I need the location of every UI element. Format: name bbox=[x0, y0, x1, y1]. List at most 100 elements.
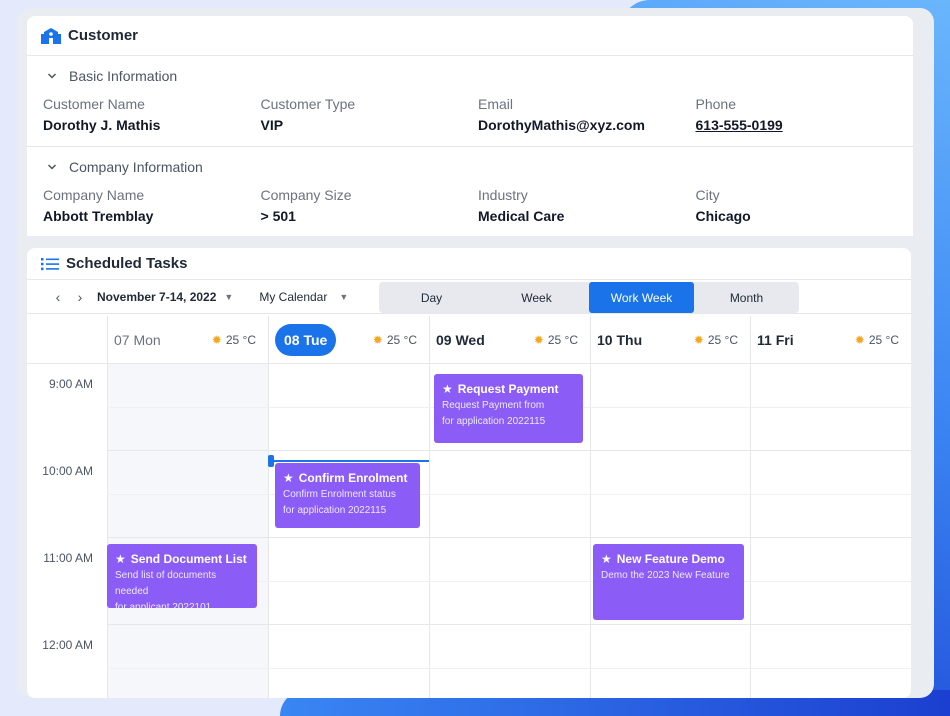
sun-icon: ✹ bbox=[372, 333, 383, 347]
event-confirm-enrolment[interactable]: ★ Confirm Enrolment Confirm Enrolment sta… bbox=[275, 463, 420, 528]
scheduled-tasks-panel: Scheduled Tasks ‹ › November 7-14, 2022 … bbox=[27, 248, 911, 698]
field-customer-type: Customer Type VIP bbox=[261, 96, 479, 146]
hour-line bbox=[107, 450, 911, 451]
star-icon: ★ bbox=[442, 382, 453, 396]
view-month[interactable]: Month bbox=[729, 290, 764, 305]
day-header-row: 07 Mon ✹ 25 °C 08 Tue ✹ 25 °C 09 Wed ✹ 25 °… bbox=[27, 316, 911, 364]
company-info-toggle[interactable]: Company Information bbox=[27, 147, 913, 187]
event-title: New Feature Demo bbox=[616, 552, 725, 566]
app-window: Customer Basic Information Customer Name… bbox=[17, 8, 934, 698]
day-header-fri[interactable]: 11 Fri ✹ 25 °C bbox=[750, 316, 911, 364]
hour-line bbox=[107, 537, 911, 538]
time-column: 9:00 AM 10:00 AM 11:00 AM 12:00 AM bbox=[27, 364, 107, 698]
sun-icon: ✹ bbox=[211, 333, 222, 347]
hour-line bbox=[107, 624, 911, 625]
day-column-tue[interactable] bbox=[268, 364, 429, 698]
field-value: DorothyMathis@xyz.com bbox=[478, 117, 645, 133]
building-icon bbox=[41, 27, 61, 44]
sun-icon: ✹ bbox=[693, 333, 704, 347]
weather-temp: 25 °C bbox=[868, 333, 899, 347]
event-send-document-list[interactable]: ★ Send Document List Send list of documen… bbox=[107, 544, 257, 608]
day-label: 11 Fri bbox=[757, 332, 794, 348]
calendar-dropdown[interactable]: My Calendar bbox=[259, 289, 328, 304]
basic-info-toggle[interactable]: Basic Information bbox=[27, 56, 913, 96]
day-column-wed[interactable] bbox=[429, 364, 590, 698]
day-column-thu[interactable] bbox=[590, 364, 750, 698]
customer-panel: Customer Basic Information Customer Name… bbox=[27, 16, 913, 236]
date-range-dropdown[interactable]: November 7-14, 2022 bbox=[97, 289, 217, 304]
field-phone: Phone 613-555-0199 bbox=[696, 96, 914, 146]
day-label: 10 Thu bbox=[597, 332, 643, 348]
weather: ✹ 25 °C bbox=[212, 333, 256, 347]
event-desc: for application 2022115 bbox=[442, 416, 546, 427]
field-label: Company Name bbox=[43, 187, 145, 203]
half-hour-line bbox=[107, 581, 911, 582]
day-header-tue[interactable]: 08 Tue ✹ 25 °C bbox=[268, 316, 429, 364]
field-value: Chicago bbox=[695, 208, 751, 224]
calendar-toolbar: ‹ › November 7-14, 2022 ▼ My Calendar ▼ … bbox=[27, 280, 911, 314]
view-day[interactable]: Day bbox=[420, 290, 443, 305]
chevron-left-icon[interactable]: ‹ bbox=[55, 288, 61, 305]
field-value: VIP bbox=[260, 117, 284, 133]
caret-down-icon[interactable]: ▼ bbox=[339, 291, 349, 302]
field-company-name: Company Name Abbott Tremblay bbox=[43, 187, 261, 237]
day-column-fri[interactable] bbox=[750, 364, 911, 698]
day-header-wed[interactable]: 09 Wed ✹ 25 °C bbox=[429, 316, 590, 364]
time-label: 9:00 AM bbox=[48, 377, 93, 391]
view-work-week[interactable]: Work Week bbox=[589, 282, 694, 313]
company-info-label: Company Information bbox=[69, 159, 203, 175]
event-desc: Demo the 2023 New Feature bbox=[601, 570, 730, 581]
day-column-mon[interactable] bbox=[107, 364, 268, 698]
event-desc: for applicant 2022101 bbox=[115, 602, 212, 608]
current-time-indicator bbox=[268, 460, 429, 462]
event-request-payment[interactable]: ★ Request Payment Request Payment from fo… bbox=[434, 374, 583, 443]
field-email: Email DorothyMathis@xyz.com bbox=[478, 96, 696, 146]
weather: ✹ 25 °C bbox=[534, 333, 578, 347]
customer-title: Customer bbox=[68, 27, 139, 44]
chevron-down-icon bbox=[47, 164, 57, 170]
field-value: > 501 bbox=[260, 208, 296, 224]
phone-link[interactable]: 613-555-0199 bbox=[695, 117, 783, 133]
event-desc: Request Payment from bbox=[442, 400, 545, 411]
weather-temp: 25 °C bbox=[225, 333, 256, 347]
day-header-mon[interactable]: 07 Mon ✹ 25 °C bbox=[107, 316, 268, 364]
day-header-thu[interactable]: 10 Thu ✹ 25 °C bbox=[590, 316, 750, 364]
event-desc: for application 2022115 bbox=[283, 505, 387, 516]
field-label: Customer Name bbox=[43, 96, 145, 112]
sun-icon: ✹ bbox=[854, 333, 865, 347]
field-industry: Industry Medical Care bbox=[478, 187, 696, 237]
weather: ✹ 25 °C bbox=[694, 333, 738, 347]
field-value: Dorothy J. Mathis bbox=[43, 117, 161, 133]
tasks-title: Scheduled Tasks bbox=[66, 255, 188, 272]
section-divider bbox=[27, 146, 913, 147]
event-desc: Send list of documents needed bbox=[115, 570, 217, 597]
view-week[interactable]: Week bbox=[521, 290, 552, 305]
field-label: City bbox=[695, 187, 720, 203]
chevron-right-icon[interactable]: › bbox=[77, 288, 83, 305]
caret-down-icon[interactable]: ▼ bbox=[224, 291, 234, 302]
current-time-marker bbox=[268, 455, 274, 467]
half-hour-line bbox=[107, 494, 911, 495]
weather: ✹ 25 °C bbox=[855, 333, 899, 347]
event-title: Confirm Enrolment bbox=[298, 471, 408, 485]
time-label: 11:00 AM bbox=[43, 551, 93, 565]
field-label: Customer Type bbox=[260, 96, 356, 112]
event-new-feature-demo[interactable]: ★ New Feature Demo Demo the 2023 New Feat… bbox=[593, 544, 744, 620]
sun-icon: ✹ bbox=[533, 333, 544, 347]
field-city: City Chicago bbox=[696, 187, 914, 237]
time-label: 12:00 AM bbox=[42, 638, 93, 652]
field-value: Medical Care bbox=[478, 208, 565, 224]
field-label: Phone bbox=[695, 96, 736, 112]
company-info-fields: Company Name Abbott Tremblay Company Siz… bbox=[27, 187, 913, 237]
weather-temp: 25 °C bbox=[707, 333, 738, 347]
chevron-down-icon bbox=[47, 73, 57, 79]
half-hour-line bbox=[107, 668, 911, 669]
star-icon: ★ bbox=[283, 471, 294, 485]
field-label: Email bbox=[478, 96, 514, 112]
day-label: 09 Wed bbox=[436, 332, 485, 348]
tasks-header: Scheduled Tasks bbox=[27, 248, 911, 280]
view-switcher: Day Week Work Week Month bbox=[379, 282, 799, 313]
day-label: 07 Mon bbox=[114, 332, 161, 348]
field-label: Industry bbox=[478, 187, 528, 203]
star-icon: ★ bbox=[601, 552, 612, 566]
